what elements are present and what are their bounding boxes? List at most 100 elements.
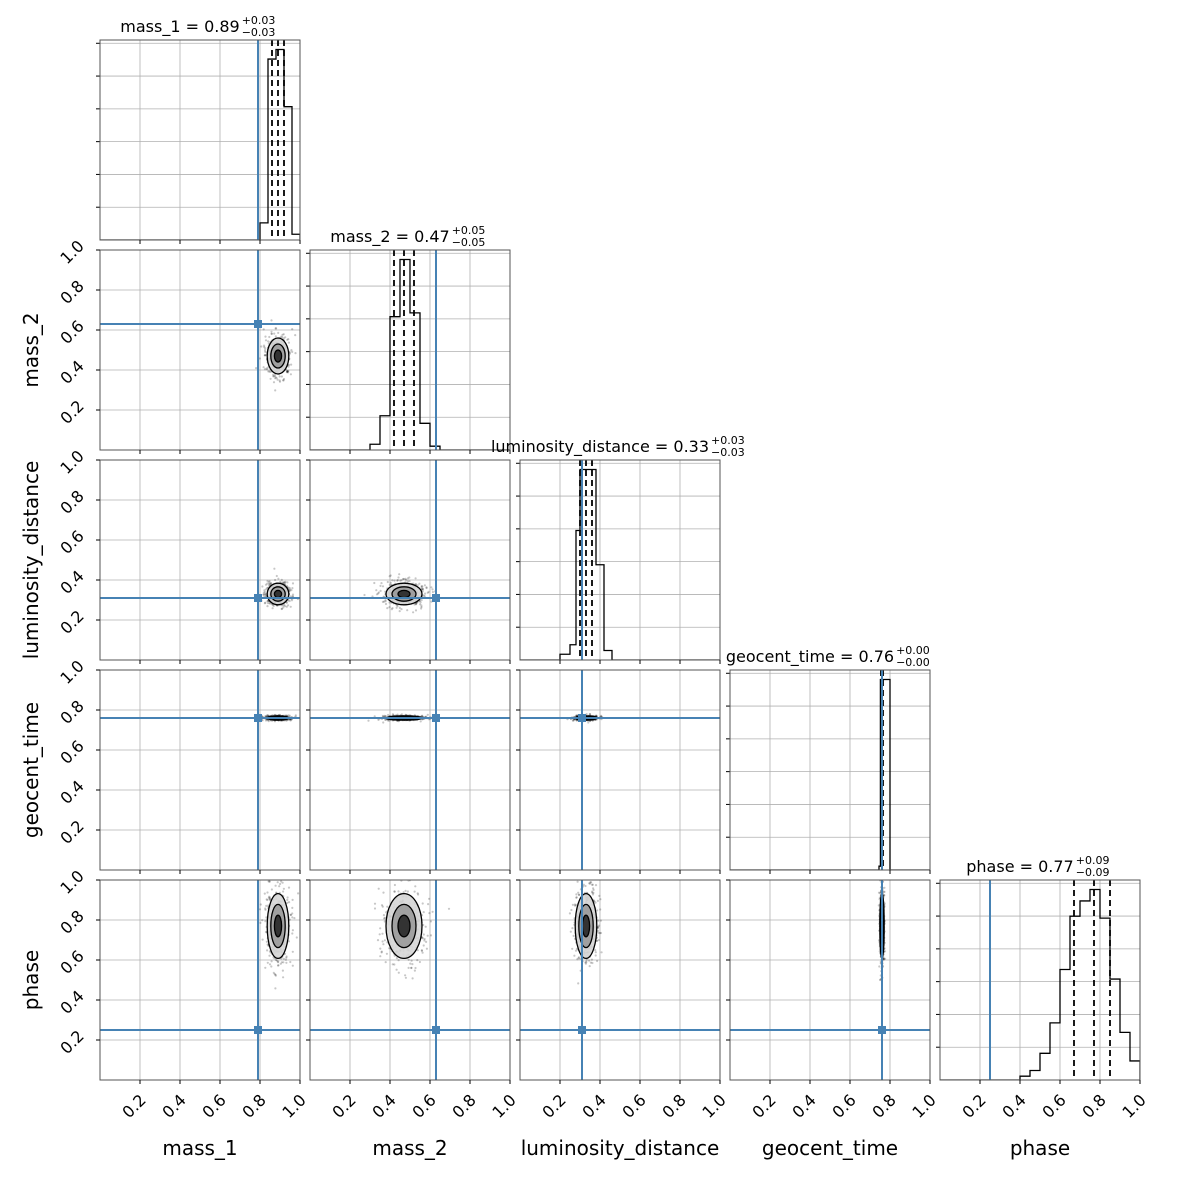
sample-point [588, 713, 592, 716]
sample-point [420, 584, 423, 588]
x-tick-label: 0.6 [198, 1090, 229, 1121]
sample-point [377, 718, 380, 722]
sample-point [404, 974, 407, 977]
panel-mass_1-mass_1-content [100, 40, 300, 240]
sample-point [381, 932, 384, 935]
sample-point [597, 925, 600, 928]
sample-point [297, 892, 300, 895]
sample-point [571, 927, 574, 930]
sample-point [278, 885, 281, 888]
truth-marker [578, 714, 586, 722]
sample-point [883, 886, 886, 889]
sample-point [266, 891, 269, 894]
sample-point [291, 595, 294, 598]
sample-point [421, 714, 424, 717]
sample-point [419, 601, 422, 604]
truth-marker [578, 1026, 586, 1034]
sample-point [570, 908, 573, 912]
sample-point [421, 902, 424, 905]
contour-1 [578, 903, 594, 949]
panel-mass_2-mass_2-content [310, 250, 510, 450]
sample-point [572, 934, 575, 938]
sample-point [577, 891, 580, 894]
sample-point [270, 960, 273, 963]
sample-point [287, 338, 290, 341]
sample-point [264, 908, 267, 911]
sample-point [384, 600, 387, 603]
sample-point [267, 896, 270, 899]
sample-point [383, 917, 386, 920]
sample-point [266, 961, 269, 964]
sample-point [396, 604, 399, 608]
sample-point [884, 957, 887, 960]
sample-point [280, 880, 283, 883]
sample-point [404, 577, 407, 581]
panel-mass_1-phase: 0.2 0.4 0.6 0.8 1.00.20.40.60.81.0 [56, 866, 309, 1121]
histogram-mass_1 [100, 48, 300, 240]
sample-point [277, 964, 280, 967]
sample-point [290, 599, 294, 602]
sample-point [575, 896, 578, 899]
sample-point [379, 874, 381, 876]
sample-point [384, 718, 387, 721]
sample-point [286, 370, 289, 373]
sample-point [416, 892, 419, 895]
y-tick-label: 0.6 [56, 946, 87, 977]
sample-point [408, 580, 411, 583]
sample-point [571, 903, 575, 906]
sample-point [414, 583, 417, 586]
sample-point [281, 581, 284, 584]
sample-point [274, 958, 278, 962]
sample-point [291, 932, 294, 935]
sample-point [284, 958, 287, 961]
sample-point [420, 604, 423, 607]
sample-point [263, 354, 266, 357]
sample-point [419, 603, 422, 606]
contour-2 [266, 582, 290, 606]
sample-point [264, 592, 267, 595]
sample-point [268, 897, 271, 901]
sample-point [384, 599, 387, 602]
sample-point [400, 579, 403, 582]
x-tick-label: 0.4 [368, 1090, 399, 1121]
sample-point [275, 377, 278, 380]
sample-point [417, 893, 420, 896]
sample-point [279, 962, 282, 965]
sample-point [268, 335, 271, 339]
y-tick-label: 0.8 [56, 696, 87, 727]
density-fill-inner [398, 590, 410, 598]
sample-point [274, 389, 277, 392]
sample-point [280, 607, 284, 610]
sample-point [447, 907, 451, 910]
sample-point [282, 581, 285, 584]
sample-point [379, 927, 382, 930]
sample-point [286, 901, 289, 905]
sample-point [592, 891, 595, 895]
sample-point [373, 715, 376, 718]
sample-point [287, 371, 290, 374]
sample-point [269, 582, 272, 585]
sample-point [295, 936, 298, 939]
sample-point [265, 714, 268, 718]
panels: 0.20.40.60.81.00.20.40.60.81.0 0.2 0.4 0.6 0… [56, 39, 1150, 1122]
sample-point [384, 602, 388, 606]
panel-mass_1-luminosity_distance-content [100, 460, 300, 660]
sample-point [277, 960, 280, 963]
y-tick-label: 0.2 [56, 396, 87, 427]
sample-point [420, 607, 423, 610]
sample-point [427, 903, 430, 906]
sample-point [381, 714, 384, 718]
x-tick-label: 0.2 [748, 1090, 779, 1121]
sample-point [383, 939, 386, 942]
sample-point [289, 588, 292, 592]
sample-point [290, 589, 293, 592]
sample-point [386, 580, 389, 584]
sample-point [429, 934, 433, 937]
sample-point [426, 934, 429, 937]
sample-point [283, 605, 287, 608]
sample-point [577, 982, 580, 985]
sample-point [588, 713, 592, 716]
sample-point [289, 605, 292, 608]
sample-point [426, 713, 429, 716]
sample-point [384, 961, 387, 964]
